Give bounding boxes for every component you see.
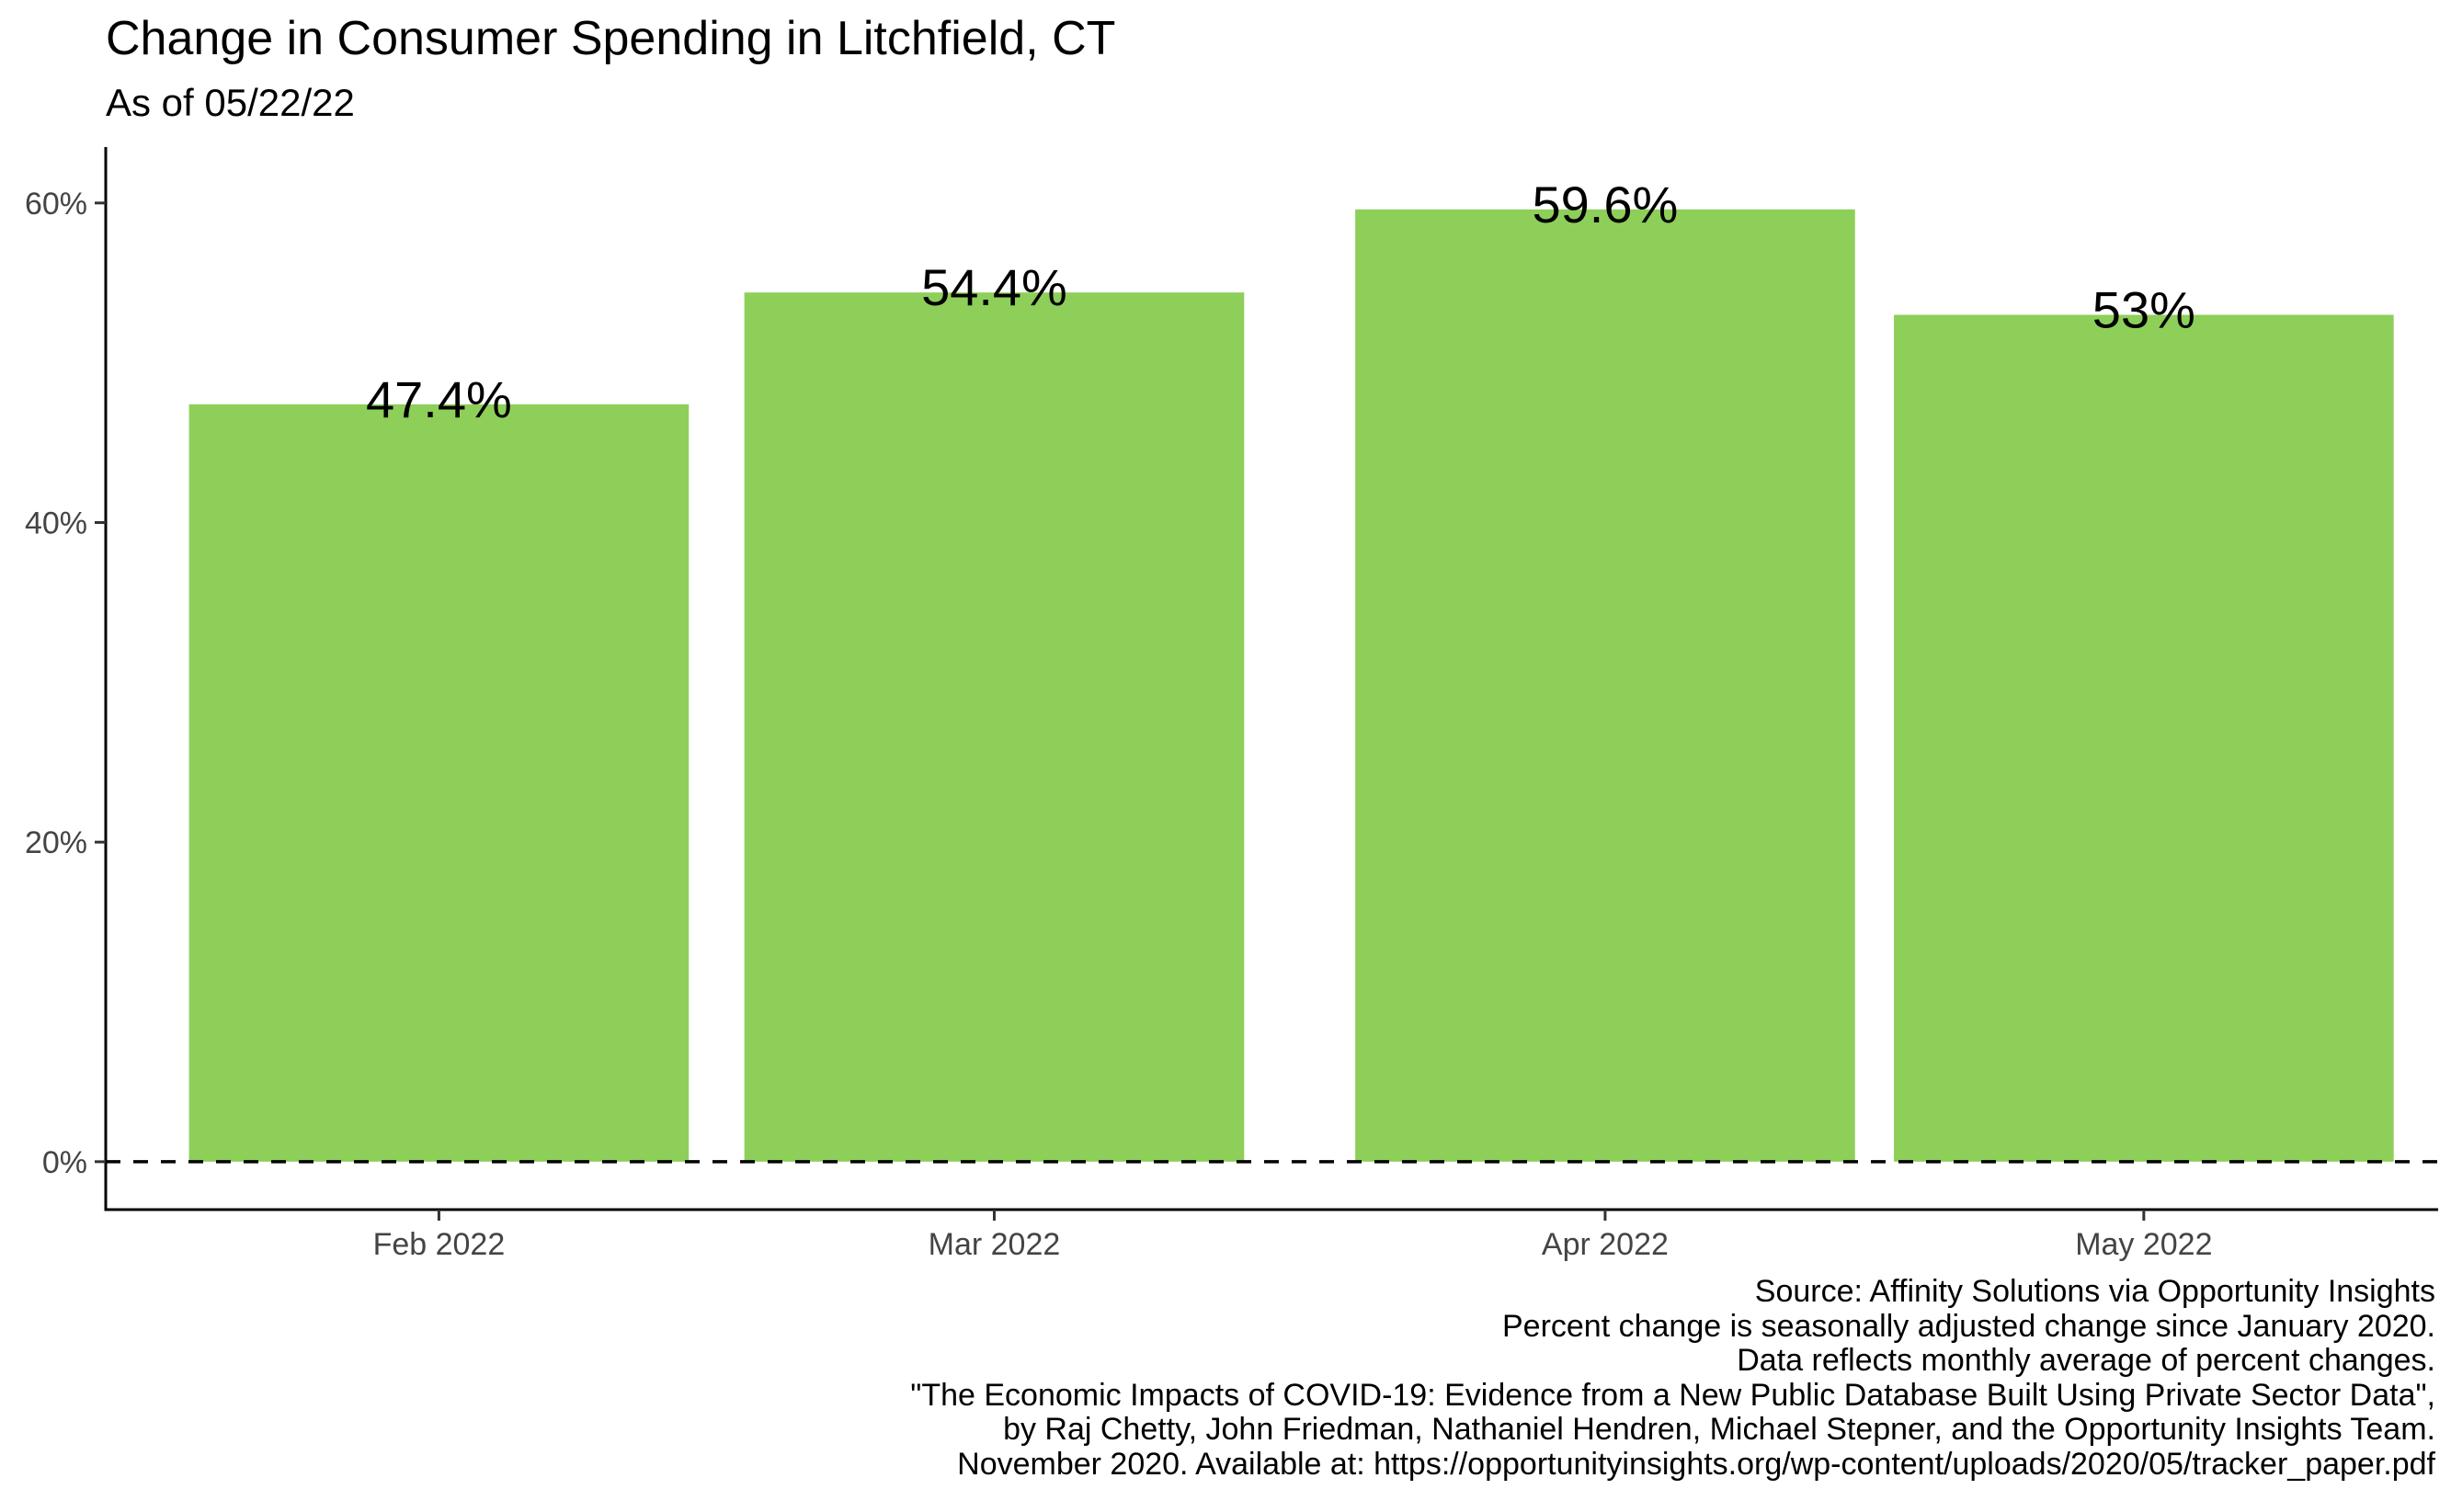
- data-label: 59.6%: [1533, 176, 1679, 233]
- x-tick-label: Feb 2022: [373, 1227, 506, 1262]
- bar: [1894, 314, 2394, 1162]
- data-label: 47.4%: [366, 370, 512, 428]
- chart-title: Change in Consumer Spending in Litchfiel…: [106, 12, 1116, 65]
- y-tick-label: 60%: [25, 187, 87, 222]
- caption-line: "The Economic Impacts of COVID-19: Evide…: [910, 1377, 2435, 1413]
- x-tick-label: Mar 2022: [929, 1227, 1061, 1262]
- chart-subtitle: As of 05/22/22: [106, 81, 355, 124]
- x-tick-label: May 2022: [2075, 1227, 2212, 1262]
- data-label: 54.4%: [921, 258, 1067, 316]
- caption-line: Data reflects monthly average of percent…: [1737, 1343, 2435, 1378]
- y-tick-label: 40%: [25, 506, 87, 541]
- x-tick-label: Apr 2022: [1542, 1227, 1669, 1262]
- data-label: 53%: [2092, 281, 2195, 339]
- bar: [744, 292, 1245, 1162]
- y-tick-label: 20%: [25, 825, 87, 860]
- chart-caption: Source: Affinity Solutions via Opportuni…: [321, 1274, 2435, 1482]
- bar: [1355, 209, 1855, 1162]
- bar: [188, 404, 690, 1162]
- caption-line: November 2020. Available at: https://opp…: [957, 1446, 2435, 1482]
- y-tick-label: 0%: [42, 1145, 87, 1180]
- caption-line: by Raj Chetty, John Friedman, Nathaniel …: [1003, 1412, 2435, 1447]
- caption-line: Source: Affinity Solutions via Opportuni…: [1754, 1274, 2435, 1309]
- caption-line: Percent change is seasonally adjusted ch…: [1501, 1308, 2435, 1344]
